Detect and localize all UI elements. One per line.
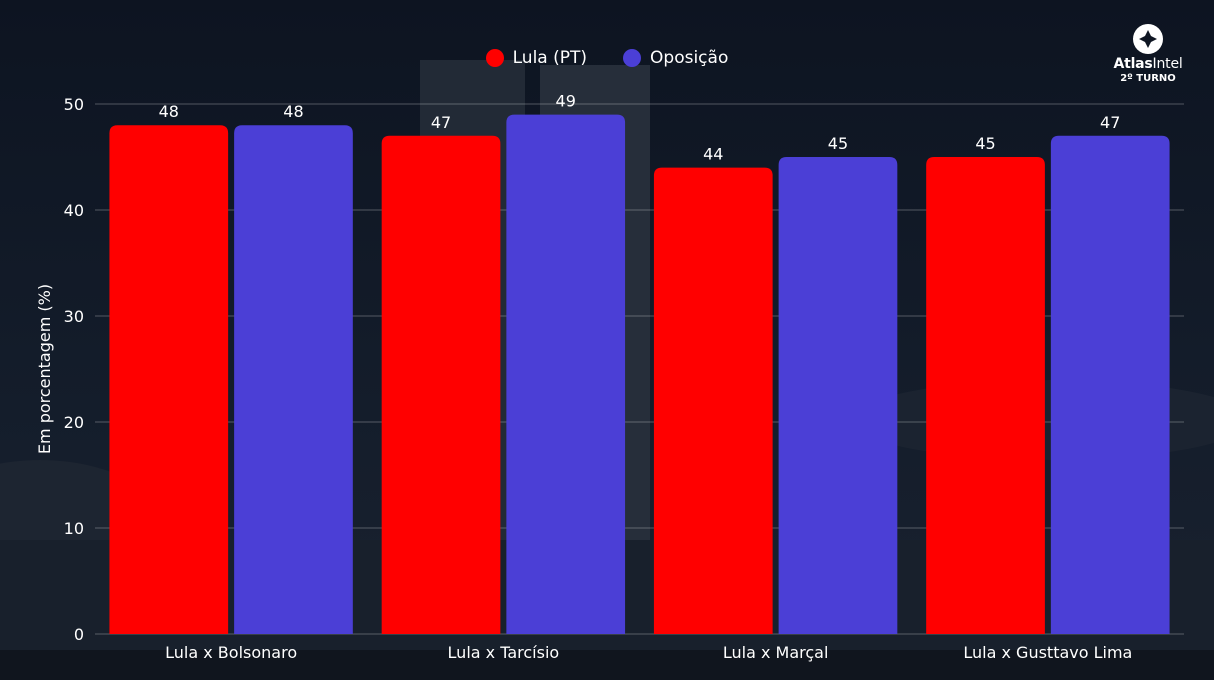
x-tick-label: Lula x Bolsonaro [165, 643, 297, 662]
y-tick-label: 50 [64, 95, 84, 114]
bar [653, 167, 773, 634]
logo-name-light: Intel [1152, 56, 1183, 72]
legend-swatch-lula [485, 49, 504, 67]
logo-name-bold: Atlas [1113, 56, 1153, 72]
x-tick-label: Lula x Tarcísio [448, 643, 560, 662]
bar-value-label: 44 [703, 145, 723, 164]
bar-value-label: 47 [1100, 113, 1120, 132]
chart-legend: Lula (PT) Oposição [0, 48, 1214, 68]
logo-subtitle: 2º TURNO [1120, 73, 1176, 84]
y-tick-label: 30 [64, 307, 84, 326]
bar-value-label: 45 [975, 134, 995, 153]
y-tick-label: 10 [64, 519, 84, 538]
y-axis-label: Em porcentagem (%) [35, 284, 54, 454]
bar-value-label: 49 [556, 92, 576, 111]
bar-value-label: 48 [283, 102, 303, 121]
bar [506, 114, 626, 635]
legend-item-oposicao: Oposição [623, 48, 728, 68]
bar [1050, 135, 1170, 635]
bar [926, 157, 1045, 634]
bar [778, 157, 898, 634]
atlasintel-logo-icon [1133, 24, 1163, 54]
legend-swatch-oposicao [623, 49, 642, 67]
bar-value-label: 47 [431, 113, 451, 132]
atlasintel-logo: AtlasIntel 2º TURNO [1098, 24, 1198, 84]
y-tick-label: 40 [64, 201, 84, 220]
legend-label-oposicao: Oposição [650, 48, 729, 68]
bar-value-label: 48 [159, 102, 179, 121]
legend-label-lula: Lula (PT) [512, 48, 588, 68]
bar [381, 135, 501, 635]
y-tick-label: 20 [64, 413, 84, 432]
bar-value-label: 45 [828, 134, 848, 153]
y-tick-label: 0 [74, 625, 84, 644]
bar [234, 125, 353, 634]
legend-item-lula: Lula (PT) [485, 48, 588, 68]
logo-name: AtlasIntel [1113, 56, 1182, 72]
x-tick-label: Lula x Marçal [723, 643, 829, 662]
x-tick-label: Lula x Gusttavo Lima [963, 643, 1132, 662]
bar [109, 125, 229, 634]
